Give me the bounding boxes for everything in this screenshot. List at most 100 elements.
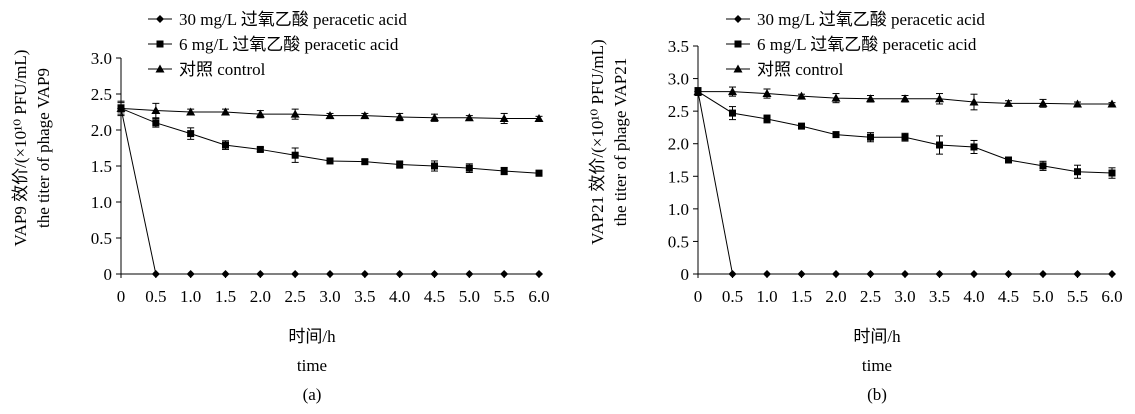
x-tick-label: 5.0 (459, 287, 480, 306)
data-point (1073, 270, 1082, 278)
data-point (1074, 168, 1081, 176)
data-point (1039, 162, 1047, 170)
x-tick-label: 0.5 (722, 287, 743, 306)
x-tick-label: 1.0 (180, 287, 201, 306)
data-point (430, 113, 439, 122)
data-point (395, 270, 404, 278)
data-point (431, 162, 438, 170)
x-axis-title: 时间/h (288, 327, 336, 346)
y-tick-label: 0 (104, 265, 113, 284)
data-point (762, 89, 772, 98)
legend-marker (734, 40, 742, 48)
y-tick-label: 3.0 (668, 70, 689, 89)
y-tick-label: 0.5 (668, 232, 689, 251)
data-point (464, 113, 474, 122)
y-tick-label: 3.0 (91, 49, 112, 68)
data-point (151, 106, 161, 115)
data-point (969, 97, 979, 106)
data-point (763, 115, 771, 123)
data-point (1004, 98, 1013, 107)
x-tick-label: 5.5 (494, 287, 515, 306)
data-point (361, 158, 369, 166)
series-triangle (116, 100, 544, 125)
legend-marker (733, 64, 743, 73)
y-tick-label: 2.0 (91, 121, 112, 140)
panel-label: (b) (867, 385, 887, 404)
x-tick-label: 2.5 (860, 287, 881, 306)
data-point (535, 169, 543, 177)
series-line (120, 108, 539, 275)
legend-label: 30 mg/L 过氧乙酸 peracetic acid (179, 10, 407, 29)
y-axis-subtitle: the titer of phage VAP9 (34, 68, 53, 228)
data-point (221, 107, 230, 116)
legend-item: 6 mg/L 过氧乙酸 peracetic acid (726, 35, 977, 54)
x-tick-label: 2.5 (285, 287, 306, 306)
data-point (1005, 156, 1012, 164)
y-tick-label: 1.5 (668, 167, 689, 186)
data-point (152, 119, 160, 127)
y-axis-title: VAP9 效价/(×10¹⁰ PFU/mL) (11, 50, 30, 247)
legend-label: 6 mg/L 过氧乙酸 peracetic acid (757, 35, 977, 54)
data-point (900, 94, 910, 103)
y-tick-label: 1.0 (668, 200, 689, 219)
legend-label: 6 mg/L 过氧乙酸 peracetic acid (179, 35, 399, 54)
x-tick-label: 3.0 (319, 287, 340, 306)
x-tick-label: 0 (694, 287, 703, 306)
legend-label: 30 mg/L 过氧乙酸 peracetic acid (757, 10, 985, 29)
x-tick-label: 6.0 (1101, 287, 1122, 306)
series-square (694, 87, 1116, 179)
data-point (291, 270, 300, 278)
data-point (936, 141, 943, 149)
legend-marker (155, 64, 165, 73)
x-axis-title: 时间/h (853, 327, 901, 346)
data-point (360, 270, 369, 278)
data-point (535, 270, 543, 278)
data-point (935, 270, 944, 278)
legend-marker (156, 40, 164, 48)
data-point (798, 122, 805, 130)
data-point (151, 270, 160, 278)
x-axis-subtitle: time (862, 356, 892, 375)
data-point (832, 270, 840, 278)
data-point (693, 87, 703, 96)
x-tick-label: 5.5 (1067, 287, 1088, 306)
data-point (866, 270, 875, 278)
x-tick-label: 6.0 (528, 287, 549, 306)
data-point (499, 113, 509, 122)
x-axis-subtitle: time (297, 356, 327, 375)
data-point (901, 270, 909, 278)
data-point (186, 107, 196, 116)
legend-item: 对照 control (148, 60, 266, 79)
x-tick-label: 3.5 (929, 287, 950, 306)
x-tick-label: 4.0 (963, 287, 984, 306)
panel-b: 0 0.5 1.0 1.5 2.0 2.5 3.0 3.5 0 0.5 1.0 1.5 2.0 2.5 3.… (588, 10, 1123, 404)
data-point (187, 130, 195, 138)
x-tick-label: 4.5 (424, 287, 445, 306)
x-tick-label: 1.5 (215, 287, 236, 306)
data-point (1039, 270, 1047, 278)
series-diamond (117, 102, 543, 278)
y-tick-label: 0 (681, 265, 690, 284)
data-point (1108, 270, 1116, 278)
legend-label: 对照 control (179, 60, 266, 79)
data-point (1108, 169, 1116, 177)
x-tick-label: 3.0 (894, 287, 915, 306)
data-point (325, 111, 335, 120)
y-tick-label: 0.5 (91, 229, 112, 248)
legend-item: 6 mg/L 过氧乙酸 peracetic acid (148, 35, 399, 54)
x-tick-label: 0.5 (145, 287, 166, 306)
legend-marker (156, 15, 164, 23)
y-tick-label: 2.5 (91, 85, 112, 104)
data-point (290, 109, 300, 118)
y-tick-label: 1.0 (91, 193, 112, 212)
data-point (935, 94, 944, 103)
data-point (866, 94, 875, 103)
x-tick-label: 1.0 (756, 287, 777, 306)
data-point (901, 133, 909, 141)
x-tick-label: 2.0 (250, 287, 271, 306)
data-point (1038, 98, 1048, 107)
x-tick-label: 2.0 (825, 287, 846, 306)
data-point (326, 270, 334, 278)
